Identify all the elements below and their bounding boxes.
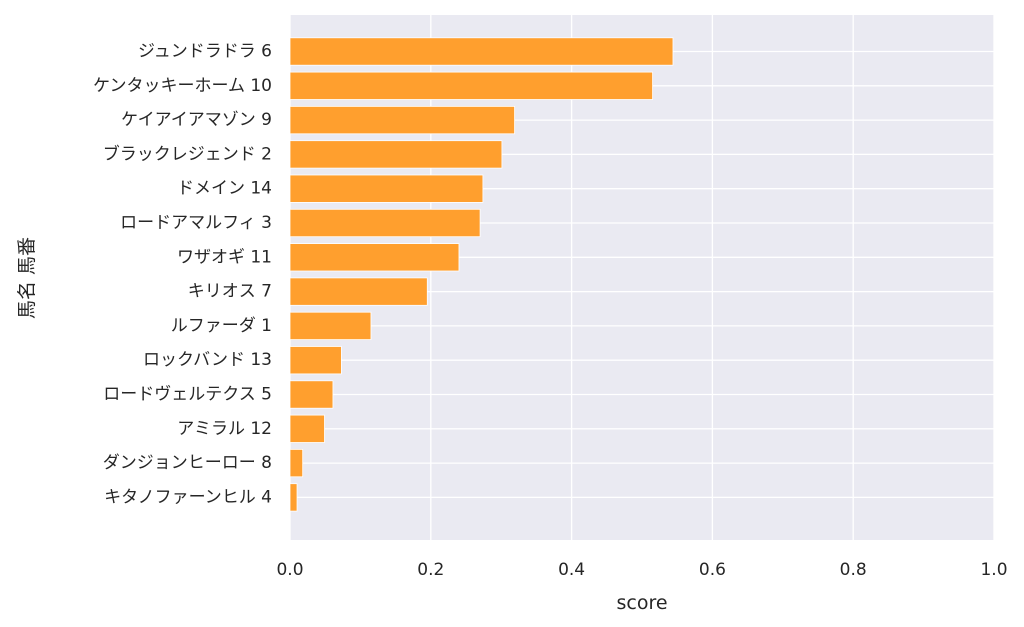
y-tick-label: ワザオギ 11 — [177, 247, 272, 267]
y-tick-label: ケイアイアマゾン 9 — [121, 110, 272, 130]
x-tick-label: 0.2 — [417, 560, 444, 580]
bar — [289, 174, 484, 203]
bar — [289, 106, 515, 135]
y-tick-label: アミラル 12 — [177, 419, 272, 439]
x-tick-labels: 0.0 0.2 0.4 0.6 0.8 1.0 — [276, 560, 1007, 580]
bars — [289, 37, 674, 512]
y-tick-label: キリオス 7 — [188, 282, 272, 302]
x-axis-title: score — [616, 592, 667, 614]
y-tick-labels: ジュンドラドラ 6 ケンタッキーホーム 10 ケイアイアマゾン 9 ブラックレジェンド… — [93, 42, 272, 508]
y-tick-label: ロードアマルフィ 3 — [120, 213, 272, 233]
bar — [289, 277, 428, 306]
y-axis-title: 馬名 馬番 — [16, 237, 38, 319]
bar — [289, 71, 653, 100]
bar — [289, 448, 304, 478]
y-tick-label: ロックバンド 13 — [143, 350, 272, 370]
plot-background — [290, 15, 994, 540]
bar — [289, 346, 342, 375]
x-tick-label: 0.0 — [276, 560, 303, 580]
y-tick-label: ルファーダ 1 — [171, 316, 272, 336]
bar — [289, 311, 372, 341]
x-tick-label: 0.4 — [558, 560, 585, 580]
bar — [289, 37, 674, 66]
y-tick-label: ブラックレジェンド 2 — [103, 143, 272, 164]
bar — [289, 380, 334, 409]
bar — [289, 208, 481, 238]
y-tick-label: ジュンドラドラ 6 — [138, 42, 272, 62]
x-tick-label: 0.6 — [699, 560, 726, 580]
bar — [289, 414, 325, 443]
y-tick-label: ダンジョンヒーロー 8 — [103, 453, 272, 473]
y-tick-label: キタノファーンヒル 4 — [104, 487, 272, 507]
x-tick-label: 0.8 — [840, 560, 867, 580]
bar — [289, 140, 503, 169]
y-tick-label: ドメイン 14 — [177, 179, 272, 199]
bar — [289, 243, 460, 272]
y-tick-label: ロードヴェルテクス 5 — [103, 385, 272, 405]
bar — [289, 483, 298, 512]
x-tick-label: 1.0 — [980, 560, 1007, 580]
y-tick-label: ケンタッキーホーム 10 — [93, 76, 272, 96]
